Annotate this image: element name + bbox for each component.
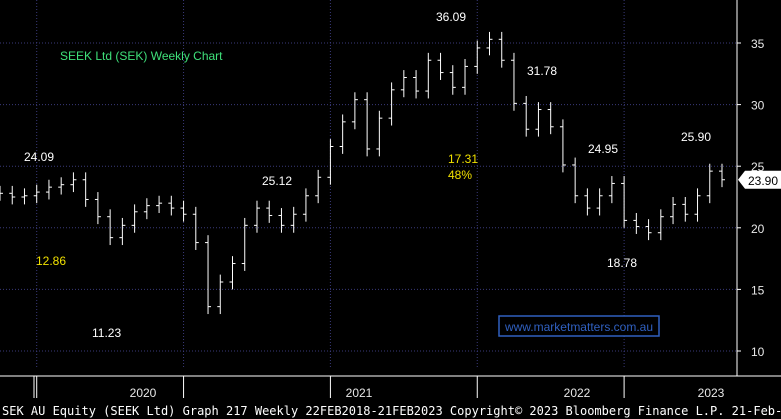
ohlc-bar-2020-10 (290, 206, 297, 233)
ohlc-bar-2021-05 (376, 110, 383, 157)
ohlc-bar-2022-09 (572, 157, 579, 204)
ohlc-bar-2021-04 (364, 92, 371, 157)
ohlc-bar-2023-04 (657, 209, 664, 241)
x-axis: 2020 2021 2022 2023 (0, 375, 781, 400)
ohlc-bar-2019-06 (94, 192, 101, 225)
y-axis: 10 15 20 25 30 35 (736, 0, 765, 376)
ohlc-bar-2018-11 (9, 185, 16, 205)
ohlc-bar-2022-01 (474, 40, 481, 74)
ohlc-bar-2020-01 (180, 200, 187, 222)
annotation-48: 48% (448, 168, 472, 182)
ohlc-bar-2023-07 (694, 188, 701, 222)
x-tick-label-2023: 2023 (698, 386, 725, 400)
annotation-2590: 25.90 (681, 130, 711, 144)
y-tick-label-35: 35 (751, 37, 765, 51)
chart-title: SEEK Ltd (SEK) Weekly Chart (60, 49, 223, 63)
ohlc-bar-2020-12 (315, 169, 322, 204)
annotation-2495: 24.95 (588, 142, 618, 156)
ohlc-bar-2022-10 (584, 188, 591, 216)
ohlc-bar-2021-06 (388, 82, 395, 126)
ohlc-bar-2019-08 (119, 217, 126, 246)
annotation-3609: 36.09 (436, 10, 466, 24)
ohlc-bar-2022-03 (498, 31, 505, 68)
ohlc-bar-2019-03 (58, 177, 65, 195)
ohlc-bar-2019-05 (82, 172, 89, 207)
ohlc-bar-2021-07 (400, 70, 407, 98)
ohlc-bar-2023-02 (633, 213, 640, 234)
ohlc-bar-2021-09 (425, 52, 432, 99)
ohlc-bar-2022-08 (559, 119, 566, 173)
ohlc-bar-2023-08 (706, 163, 713, 204)
ohlc-bar-2020-11 (302, 188, 309, 222)
ohlc-bar-2023-01 (621, 176, 628, 228)
ohlc-bar-2022-04 (510, 52, 517, 111)
last-price-label: 23.90 (748, 174, 778, 188)
x-tick-label-2022: 2022 (564, 386, 591, 400)
ohlc-bar-2021-10 (437, 52, 444, 80)
ohlc-bar-2022-05 (523, 95, 530, 137)
annotation-3178: 31.78 (527, 64, 557, 78)
watermark[interactable]: www.marketmatters.com.au (498, 315, 660, 337)
ohlc-bar-2019-10 (143, 198, 150, 220)
ohlc-bar-2023-03 (645, 219, 652, 241)
watermark-box (498, 315, 660, 337)
ohlc-bar-2020-06 (241, 217, 248, 271)
ohlc-bar-2023-09 (719, 163, 725, 188)
annotation-1123: 11.23 (92, 326, 121, 340)
ohlc-bar-2021-02 (339, 114, 346, 154)
ohlc-bar-2019-09 (131, 204, 138, 233)
ohlc-bar-2022-02 (486, 31, 493, 56)
annotation-1286: 12.86 (36, 254, 66, 268)
ohlc-bar-2020-08 (266, 200, 273, 223)
ohlc-bar-2022-12 (608, 176, 615, 204)
ohlc-bar-2020-04 (217, 274, 224, 315)
y-tick-label-10: 10 (751, 345, 765, 359)
ohlc-bar-2021-01 (327, 139, 334, 185)
ohlc-bar-2019-02 (45, 179, 52, 200)
ohlc-bar-2023-05 (670, 197, 677, 225)
y-tick-label-30: 30 (751, 99, 765, 113)
ohlc-bar-2018-12 (21, 188, 28, 205)
y-tick-label-20: 20 (751, 222, 765, 236)
x-tick-label-2021: 2021 (346, 386, 373, 400)
ohlc-bar-2023-06 (682, 197, 689, 222)
last-price-box (738, 170, 781, 189)
chart-footer: SEK AU Equity (SEEK Ltd) Graph 217 Weekl… (2, 404, 781, 418)
ohlc-bar-2018-10 (0, 185, 3, 201)
last-price-marker: 23.90 (738, 170, 781, 189)
annotations: 24.09 12.86 11.23 25.12 36.09 17.31 48% 31.78 24… (24, 10, 711, 340)
ohlc-bar-2021-03 (351, 92, 358, 130)
ohlc-bar-2020-05 (229, 256, 236, 290)
ohlc-bar-2020-02 (192, 206, 199, 250)
ohlc-bar-2022-06 (535, 102, 542, 137)
ohlc-bar-2022-11 (596, 188, 603, 216)
ohlc-bar-2019-07 (107, 209, 114, 246)
price-bars (0, 31, 725, 315)
ohlc-bar-2020-07 (253, 200, 260, 233)
watermark-text[interactable]: www.marketmatters.com.au (504, 320, 653, 334)
annotation-1731: 17.31 (448, 152, 478, 166)
ohlc-bar-2019-01 (33, 184, 40, 204)
ohlc-bar-2019-04 (70, 172, 77, 193)
ohlc-bar-2019-12 (168, 195, 175, 216)
y-tick-label-25: 25 (751, 160, 765, 174)
ohlc-bar-2022-07 (547, 102, 554, 135)
ohlc-bar-2020-09 (278, 208, 285, 233)
annotation-1878: 18.78 (607, 256, 637, 270)
annotation-2512: 25.12 (262, 174, 292, 188)
annotation-2409: 24.09 (24, 150, 54, 164)
x-tick-label-2020: 2020 (130, 386, 157, 400)
ohlc-bar-2019-11 (156, 195, 163, 214)
y-tick-label-15: 15 (751, 283, 765, 297)
ohlc-bar-2020-03 (205, 235, 212, 315)
ohlc-bar-2021-11 (449, 65, 456, 95)
ohlc-bar-2021-12 (462, 59, 469, 95)
ohlc-bar-2021-08 (413, 70, 420, 99)
